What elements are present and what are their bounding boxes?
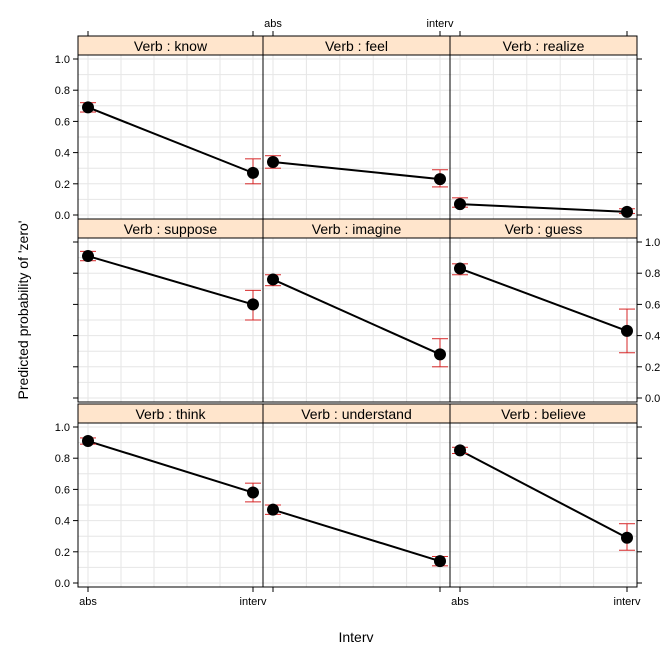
data-point [434,555,446,568]
series-line [459,449,628,539]
panel-verbbelieve: Verb : believe abs interv [449,403,642,608]
x-tick-label: abs [79,596,97,608]
panel-verbknow: Verb : know 0.0 0.2 0.4 0.6 0.8 1.0 [55,31,264,222]
y-tick-label: 0.6 [55,116,70,128]
y-tick-label: 0.0 [55,210,70,222]
data-point [267,273,279,286]
y-tick-label: 0.2 [645,362,660,374]
strip-label: Verb : realize [503,38,585,54]
panel-verbguess: Verb : guess 0.0 0.2 0.4 0.6 0.8 1.0 [449,218,660,405]
data-point [621,205,633,218]
y-tick-label: 0.6 [55,484,70,496]
y-tick-label: 0.8 [645,268,660,280]
strip-label: Verb : understand [301,406,412,422]
data-point [247,166,259,179]
data-point [247,298,259,311]
series-line [272,278,441,356]
panel-verbfeel: Verb : feel abs interv [262,18,454,220]
panel-border [449,237,638,403]
x-tick-label: interv [427,18,454,30]
data-point [454,444,466,457]
y-axis-title: Predicted probability of 'zero' [15,221,31,400]
panel-verbthink: Verb : think 0.0 0.2 0.4 0.6 0.8 1.0 abs interv [55,403,267,608]
data-point [82,435,94,448]
series-line [459,203,628,213]
data-point [267,155,279,168]
data-point [82,101,94,114]
panel-verbsuppose: Verb : suppose [73,218,264,403]
y-tick-label: 0.6 [645,299,660,311]
panel-verbimagine: Verb : imagine [262,218,451,403]
x-tick-label: abs [451,596,469,608]
x-axis-title: Interv [338,629,373,645]
strip-label: Verb : think [135,406,206,422]
y-tick-label: 0.4 [55,516,70,528]
x-tick-label: interv [614,596,641,608]
data-point [454,198,466,211]
strip-label: Verb : feel [325,38,388,54]
series-line [459,267,628,332]
series-line [272,160,441,181]
strip-label: Verb : believe [501,406,586,422]
data-point [621,531,633,544]
series-line [87,106,254,174]
data-point [434,348,446,361]
strip-label: Verb : suppose [124,221,218,237]
series-line [272,508,441,563]
strip-label: Verb : know [134,38,208,54]
data-point [82,250,94,263]
series-line [87,440,254,494]
y-tick-label: 0.0 [645,393,660,405]
strip-label: Verb : guess [505,221,583,237]
y-tick-label: 1.0 [55,54,70,66]
y-tick-label: 0.8 [55,453,70,465]
y-tick-label: 0.2 [55,179,70,191]
data-point [621,324,633,337]
y-tick-label: 0.2 [55,547,70,559]
panel-verbunderstand: Verb : understand [262,403,451,592]
x-tick-label: abs [264,18,282,30]
panel-verbrealize: Verb : realize [449,31,642,220]
x-tick-label: interv [240,596,267,608]
y-tick-label: 0.4 [645,331,660,343]
y-tick-label: 1.0 [645,237,660,249]
data-point [454,262,466,275]
y-tick-label: 0.0 [55,578,70,590]
y-tick-label: 0.4 [55,148,70,160]
panel-border [449,422,638,588]
chart-root: Verb : know 0.0 0.2 0.4 0.6 0.8 1.0 Verb : feel… [55,18,661,608]
y-tick-label: 0.8 [55,85,70,97]
data-point [267,503,279,516]
y-tick-label: 1.0 [55,422,70,434]
data-point [434,173,446,186]
data-point [247,486,259,499]
strip-label: Verb : imagine [312,221,402,237]
series-line [87,255,254,306]
